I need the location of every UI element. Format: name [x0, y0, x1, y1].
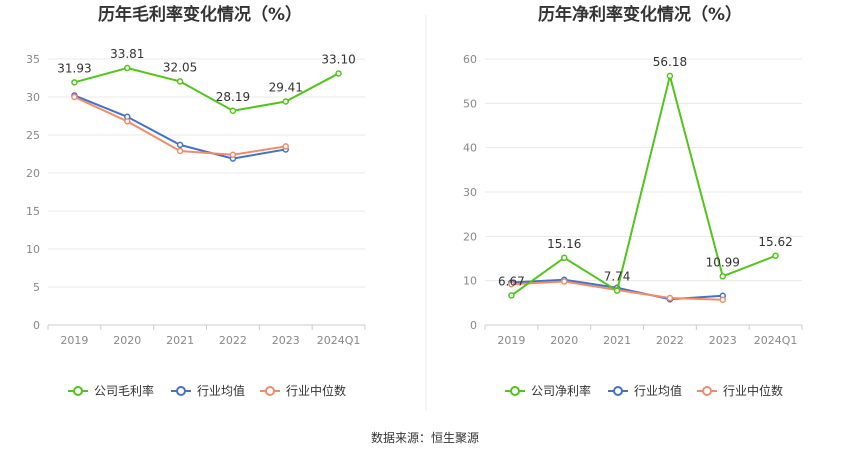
y-tick-label: 50: [463, 97, 477, 110]
data-label: 15.62: [758, 235, 792, 249]
source-note: 数据来源：恒生聚源: [371, 430, 479, 445]
x-tick-label: 2020: [550, 334, 578, 347]
data-label: 33.81: [110, 47, 144, 61]
x-tick-label: 2019: [497, 334, 525, 347]
legend-label: 行业均值: [197, 383, 245, 398]
data-label: 31.93: [57, 61, 91, 75]
x-tick-label: 2019: [60, 334, 88, 347]
y-tick-label: 20: [26, 167, 40, 180]
y-tick-label: 20: [463, 230, 477, 243]
x-tick-label: 2023: [272, 334, 300, 347]
data-point: [335, 70, 342, 77]
x-tick-label: 2022: [219, 334, 247, 347]
data-label: 7.74: [604, 270, 631, 284]
y-tick-label: 5: [33, 281, 40, 294]
y-tick-label: 30: [463, 186, 477, 199]
legend-label: 公司毛利率: [94, 383, 154, 398]
legend-marker: [510, 386, 520, 396]
data-point: [229, 107, 237, 115]
data-point: [176, 141, 184, 149]
data-point: [561, 278, 568, 285]
legend-marker: [176, 386, 186, 396]
y-tick-label: 30: [26, 91, 40, 104]
data-point: [719, 296, 726, 303]
x-tick-label: 2023: [709, 334, 737, 347]
data-point: [282, 98, 289, 105]
legend-marker: [265, 386, 275, 396]
data-point: [508, 280, 515, 288]
data-point: [561, 254, 568, 262]
data-point: [613, 287, 621, 294]
y-tick-label: 0: [470, 319, 477, 332]
data-point: [124, 64, 131, 72]
data-point: [282, 143, 289, 150]
x-tick-label: 2021: [603, 334, 631, 347]
y-tick-label: 10: [463, 275, 477, 288]
data-point: [176, 147, 184, 155]
data-point: [71, 93, 78, 101]
data-label: 28.19: [216, 90, 250, 104]
x-tick-label: 2021: [166, 334, 194, 347]
y-tick-label: 10: [26, 243, 40, 256]
data-point: [772, 252, 779, 260]
chart-title: 历年净利率变化情况（%）: [538, 4, 742, 25]
data-point: [71, 79, 78, 86]
data-point: [229, 151, 237, 159]
legend-marker: [702, 386, 712, 396]
data-point: [719, 273, 726, 280]
legend-label: 行业均值: [634, 383, 682, 398]
legend-marker: [73, 386, 83, 396]
data-point: [508, 292, 515, 299]
y-tick-label: 60: [463, 53, 477, 66]
data-label: 6.67: [498, 274, 525, 288]
legend-marker: [613, 386, 623, 396]
data-label: 15.16: [547, 237, 581, 251]
y-tick-label: 15: [26, 205, 40, 218]
y-tick-label: 25: [26, 129, 40, 142]
data-label: 33.10: [321, 52, 355, 66]
x-tick-label: 2020: [113, 334, 141, 347]
chart-title: 历年毛利率变化情况（%）: [98, 4, 302, 25]
data-point: [666, 294, 674, 302]
series-line: [74, 67, 340, 112]
legend-label: 行业中位数: [723, 383, 783, 398]
y-tick-label: 40: [463, 142, 477, 155]
data-label: 10.99: [706, 255, 740, 269]
y-tick-label: 0: [33, 319, 40, 332]
data-label: 29.41: [269, 80, 303, 94]
y-tick-label: 35: [26, 53, 40, 66]
legend-label: 行业中位数: [286, 383, 346, 398]
data-label: 32.05: [163, 60, 197, 74]
x-tick-label: 2022: [656, 334, 684, 347]
data-label: 56.18: [653, 55, 687, 69]
series-line: [510, 75, 776, 297]
legend-label: 公司净利率: [531, 383, 591, 398]
data-point: [124, 118, 131, 125]
x-tick-label: 2024Q1: [317, 334, 361, 347]
x-tick-label: 2024Q1: [754, 334, 798, 347]
data-point: [666, 72, 674, 80]
data-point: [176, 78, 184, 85]
